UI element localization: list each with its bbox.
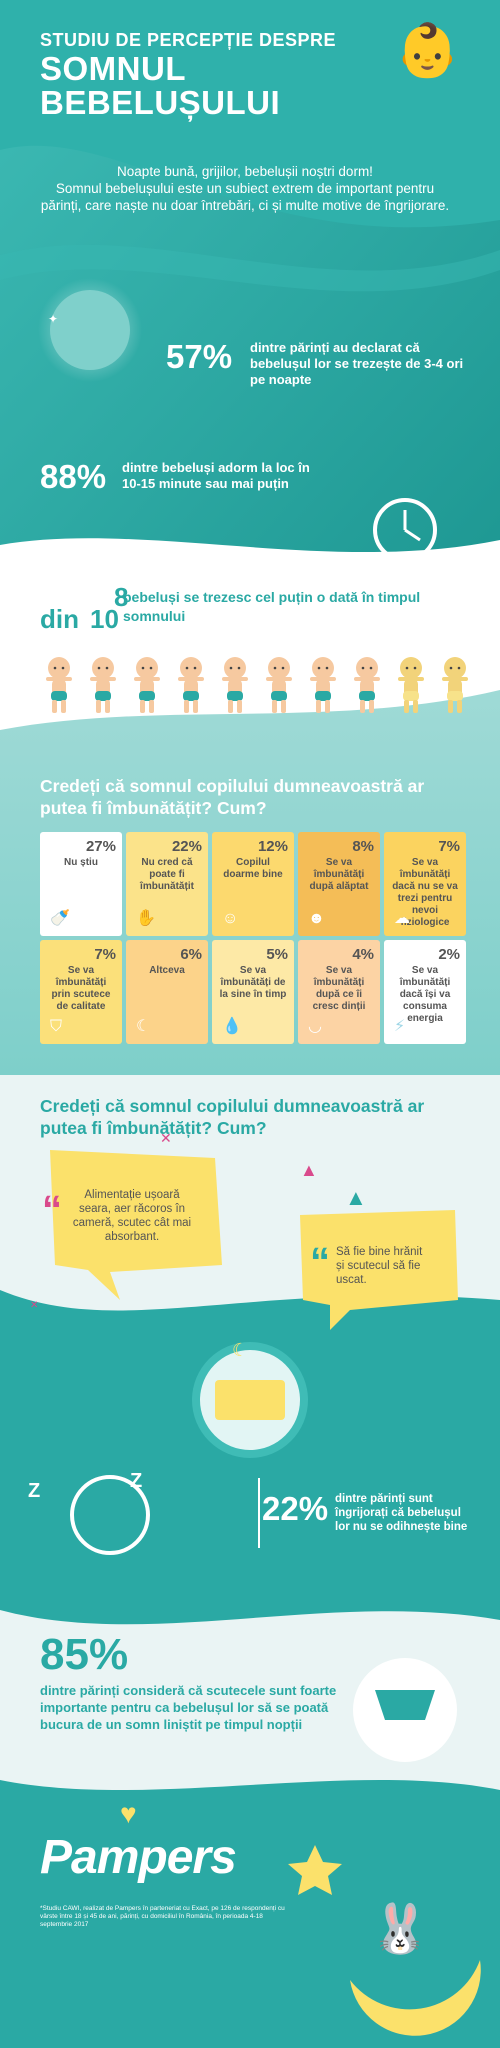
survey-cell-pct: 27%	[85, 838, 116, 855]
survey-cell: 5% Se va îmbunătăți de la sine în timp 💧	[212, 940, 294, 1044]
cross-icon: ✕	[160, 1130, 172, 1146]
stat-85-value: 85%	[40, 1630, 129, 1679]
survey-cell: 8% Se va îmbunătăți după alăptat ☻	[298, 832, 380, 936]
awake-baby-icon	[86, 655, 120, 715]
cloud-icon: ☁	[394, 910, 410, 927]
awake-baby-icon	[174, 655, 208, 715]
survey-cell-pct: 8%	[352, 838, 374, 855]
survey-cell-pct: 7%	[438, 838, 460, 855]
survey-cell-label: Altceva	[149, 965, 185, 976]
survey-cell-pct: 6%	[180, 946, 202, 963]
stat-22-text: dintre părinți sunt îngrijorați că bebel…	[335, 1493, 468, 1533]
survey1-question: Credeți că somnul copilului dumneavoastr…	[40, 776, 425, 818]
stat-88-text: dintre bebeluși adorm la loc în 10-15 mi…	[122, 460, 310, 491]
quote-mark-icon: “	[310, 1240, 330, 1284]
babies-row	[42, 655, 472, 715]
survey-cell-label: Se va îmbunătăți de la sine în timp	[219, 965, 287, 1000]
survey-cell-pct: 5%	[266, 946, 288, 963]
survey-cell-label: Se va îmbunătăți după ce îi cresc dinții	[312, 965, 366, 1012]
survey-cell-label: Copilul doarme bine	[223, 857, 283, 880]
survey-cell-label: Nu cred că poate fi îmbunătățit	[140, 857, 194, 892]
survey-cell: 22% Nu cred că poate fi îmbunătățit ✋	[126, 832, 208, 936]
title-line-1: SOMNUL	[40, 50, 186, 87]
survey-cell-pct: 7%	[94, 946, 116, 963]
survey-cell: 7% Se va îmbunătăți dacă nu se va trezi p…	[384, 832, 466, 936]
survey-cell-label: Se va îmbunătăți dacă își va consuma ene…	[399, 965, 451, 1024]
quote-1: Alimentație ușoară seara, aer răcoros în…	[72, 1189, 192, 1243]
awake-baby-icon	[42, 655, 76, 715]
stat-88-value: 88%	[40, 458, 107, 495]
baby-mascot-icon: 👶	[395, 22, 460, 80]
survey-cell-label: Se va îmbunătăți dacă nu se va trezi pen…	[392, 857, 458, 928]
survey-cell-label: Se va îmbunătăți prin scutece de calitat…	[51, 965, 111, 1012]
page-title: SOMNUL BEBELUȘULUI	[40, 52, 340, 120]
footnote: *Studiu CAWI, realizat de Pampers în par…	[40, 1905, 285, 1928]
quote-mark-icon: “	[42, 1188, 62, 1232]
bottle-icon: 🍼	[50, 910, 70, 927]
star-icon: ✦	[48, 312, 59, 326]
awake-baby-icon	[306, 655, 340, 715]
diaper-icon: ⛉	[50, 1018, 63, 1035]
intro-line-2: Somnul bebelușului este un subiect extre…	[40, 181, 450, 213]
hand-icon: ✋	[136, 910, 156, 927]
clock-icon	[378, 500, 432, 554]
triangle-icon: ▲	[300, 1160, 318, 1180]
survey-cell-pct: 4%	[352, 946, 374, 963]
moon-icon: ☾	[136, 1018, 151, 1035]
survey-cell: 12% Copilul doarme bine ☺	[212, 832, 294, 936]
quote-2: Să fie bine hrănit și scutecul să fie us…	[336, 1246, 423, 1286]
sleeping-baby-icon	[394, 655, 428, 715]
sleeping-bunny-icon: 🐰	[370, 1903, 430, 1956]
stat-57-value: 57%	[166, 338, 233, 375]
stat-8-den: 10	[90, 604, 119, 634]
sleep-z-icon: Z	[28, 1480, 41, 1502]
crib-mobile-icon: ☾	[232, 1340, 249, 1360]
header-subtitle: STUDIU DE PERCEPȚIE DESPRE	[40, 30, 337, 50]
sleeping-baby-icon	[438, 655, 472, 715]
survey-cell: 4% Se va îmbunătăți după ce îi cresc dinț…	[298, 940, 380, 1044]
awake-baby-icon	[262, 655, 296, 715]
intro-text: Noapte bună, grijilor, bebelușii noștri …	[40, 163, 450, 214]
survey-cell-pct: 22%	[171, 838, 202, 855]
stat-85-text: dintre părinți consideră că scutecele su…	[40, 1683, 337, 1732]
stat-57-text: dintre părinți au declarat că bebelușul …	[250, 340, 464, 387]
survey-cell: 6% Altceva ☾	[126, 940, 208, 1044]
teeth-icon: ◡	[308, 1018, 322, 1035]
awake-baby-icon	[130, 655, 164, 715]
stat-8-of-10: 8 din 10	[40, 582, 150, 642]
stat-8-num: 8	[114, 582, 129, 612]
awake-baby-icon	[218, 655, 252, 715]
survey1-grid: 27% Nu știu 🍼 22% Nu cred că poate fi îmbună…	[40, 832, 466, 1044]
stat-22-value: 22%	[262, 1490, 329, 1527]
triangle-icon: ▲	[345, 1185, 367, 1210]
divider	[258, 1478, 260, 1548]
survey-cell-label: Nu știu	[64, 857, 98, 868]
survey-cell-pct: 2%	[438, 946, 460, 963]
smile-icon: ☺	[222, 910, 239, 927]
survey-cell: 2% Se va îmbunătăți dacă își va consuma e…	[384, 940, 466, 1044]
heart-logo-icon: ♥	[120, 1798, 137, 1829]
drop-icon: 💧	[222, 1018, 242, 1035]
awake-baby-icon	[350, 655, 384, 715]
cross-icon: ✕	[30, 1300, 39, 1311]
stat-8-din: din	[40, 604, 79, 634]
survey2-question: Credeți că somnul copilului dumneavoastr…	[40, 1096, 425, 1138]
survey-cell: 27% Nu știu 🍼	[40, 832, 122, 936]
baby-face-icon: ☻	[308, 910, 325, 927]
pampers-logo: Pampers	[40, 1831, 237, 1884]
intro-line-1: Noapte bună, grijilor, bebelușii noștri …	[117, 164, 373, 179]
survey-cell-label: Se va îmbunătăți după alăptat	[309, 857, 369, 892]
survey-cell-pct: 12%	[257, 838, 288, 855]
sleep-z-icon: Z	[130, 1470, 143, 1492]
stat-8-text: bebeluși se trezesc cel puțin o dată în …	[123, 589, 421, 624]
title-line-2: BEBELUȘULUI	[40, 84, 281, 121]
survey-cell: 7% Se va îmbunătăți prin scutece de calit…	[40, 940, 122, 1044]
bolt-icon: ⚡	[394, 1018, 406, 1035]
